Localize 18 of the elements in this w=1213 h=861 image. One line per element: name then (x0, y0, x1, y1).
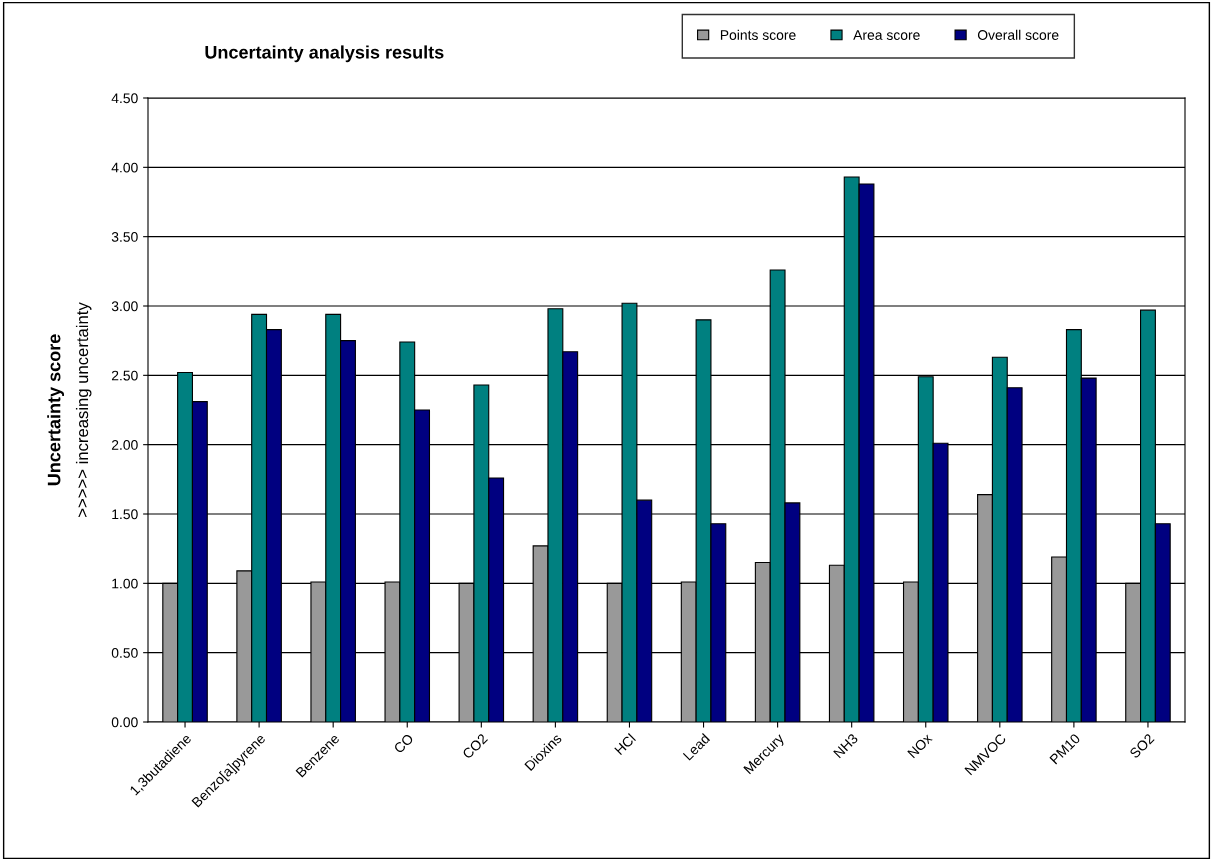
y-axis-title: Uncertainty score (47, 334, 65, 486)
y-tick-label: 4.50 (111, 93, 138, 104)
y-tick-label: 1.00 (112, 578, 138, 589)
y-tick-label: 0.50 (111, 648, 138, 658)
y-tick-label: 2.50 (111, 370, 138, 381)
y-tick-label: 3.50 (111, 232, 138, 242)
x-tick-label: CO (393, 733, 414, 754)
y-tick-label: 4.00 (111, 162, 138, 173)
chart-title: Uncertainty analysis results (205, 45, 444, 63)
legend-label: Area score (853, 30, 920, 40)
y-tick-label: 0.00 (111, 717, 138, 728)
x-tick-label: HCl (613, 733, 637, 756)
legend-label: Points score (720, 29, 796, 40)
y-tick-label: 2.00 (111, 440, 138, 450)
legend-label: Overall score (977, 29, 1059, 40)
text: >>>>> increasing uncertainty (75, 302, 92, 517)
y-tick-label: 1.50 (112, 509, 138, 520)
y-tick-label: 3.00 (111, 301, 138, 312)
